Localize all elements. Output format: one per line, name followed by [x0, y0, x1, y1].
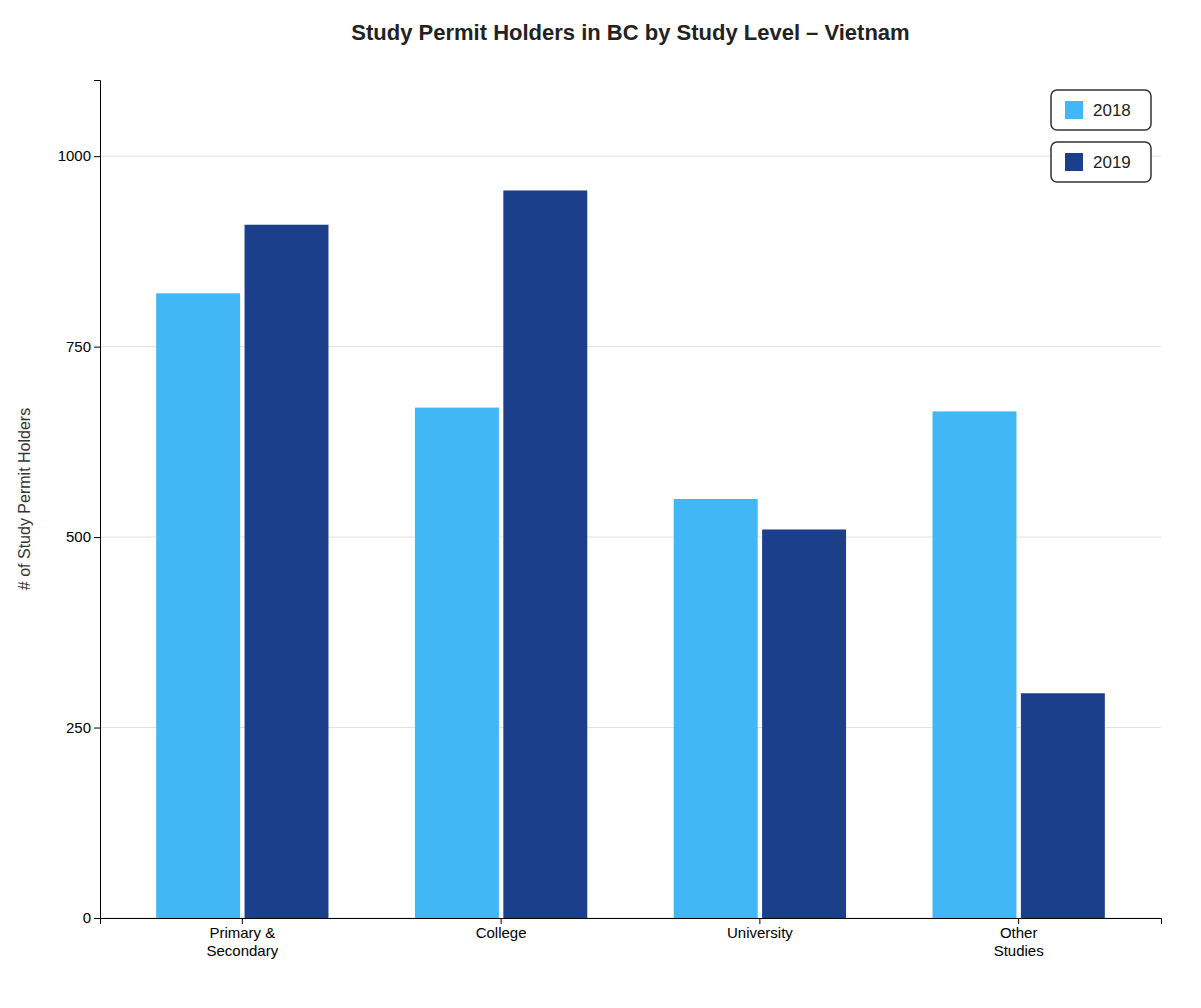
x-tick: University: [727, 918, 793, 941]
y-tick-mark: [94, 347, 100, 348]
legend: 2018 2019: [1051, 90, 1151, 182]
y-tick-label: 750: [66, 338, 91, 355]
legend-swatch: [1065, 153, 1083, 171]
x-tick: Primary &Secondary: [206, 918, 278, 959]
x-tick-label: University: [727, 924, 793, 941]
y-tick-mark: [94, 918, 100, 919]
legend-box: [1051, 90, 1151, 130]
bar: [245, 225, 329, 918]
y-tick: 1000: [58, 147, 100, 164]
bar: [762, 529, 846, 918]
y-tick-mark: [94, 728, 100, 729]
legend-item: 2018: [1051, 90, 1151, 130]
legend-label: 2018: [1093, 101, 1131, 120]
legend-label: 2019: [1093, 153, 1131, 172]
y-axis: 0 250 500 750 1000: [58, 81, 101, 927]
y-tick-label: 0: [83, 909, 91, 926]
bar: [503, 190, 587, 918]
x-tick: OtherStudies: [994, 918, 1044, 959]
y-tick-mark: [94, 156, 100, 157]
grid-line: [100, 156, 1161, 157]
legend-item: 2019: [1051, 142, 1151, 182]
y-axis-title: # of Study Permit Holders: [16, 408, 33, 590]
bar: [674, 499, 758, 918]
x-tick: College: [476, 918, 527, 941]
y-tick: 250: [66, 719, 100, 736]
x-axis: Primary &Secondary College University Other…: [101, 918, 1162, 959]
y-tick: 0: [83, 909, 100, 926]
legend-swatch: [1065, 101, 1083, 119]
bar: [156, 293, 240, 918]
title: Study Permit Holders in BC by Study Leve…: [351, 20, 909, 45]
x-tick-label: OtherStudies: [994, 924, 1044, 959]
x-tick-label: College: [476, 924, 527, 941]
plot: 0 250 500 750 1000 Primary &Secondary College U…: [58, 81, 1162, 959]
grid: [100, 156, 1161, 918]
y-tick: 500: [66, 528, 100, 545]
bar: [933, 411, 1017, 918]
y-tick-label: 1000: [58, 147, 91, 164]
y-axis-line: [94, 81, 101, 919]
legend-box: [1051, 142, 1151, 182]
y-tick: 750: [66, 338, 100, 355]
y-tick-label: 250: [66, 719, 91, 736]
x-tick-label: Primary &Secondary: [206, 924, 278, 959]
bar: [415, 408, 499, 918]
chart: Study Permit Holders in BC by Study Leve…: [0, 0, 1201, 1008]
bar: [1021, 693, 1105, 918]
bars: [156, 190, 1105, 918]
series: [245, 190, 1105, 918]
y-tick-mark: [94, 537, 100, 538]
y-tick-label: 500: [66, 528, 91, 545]
